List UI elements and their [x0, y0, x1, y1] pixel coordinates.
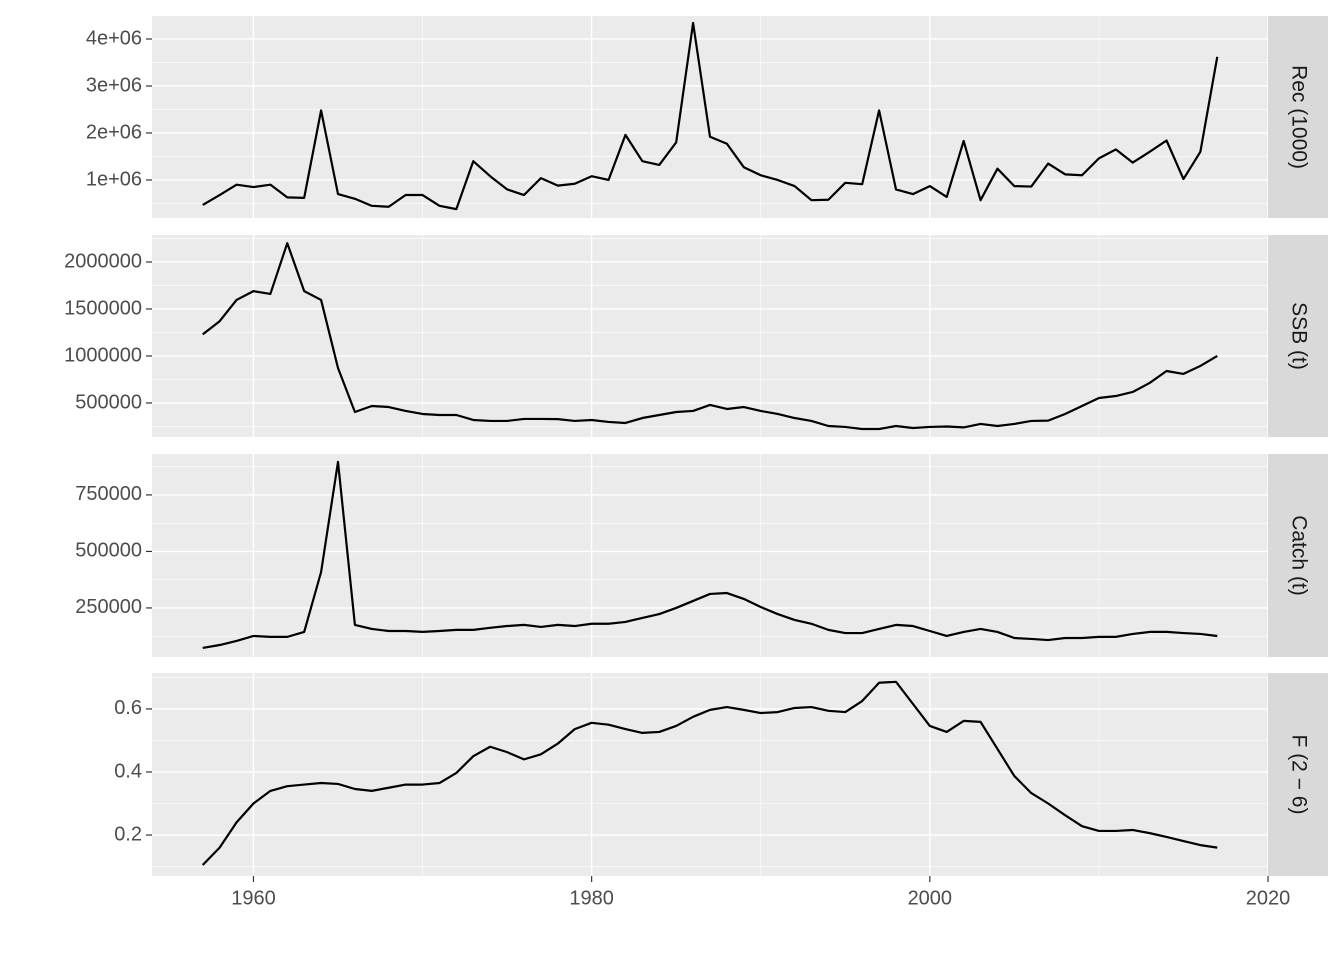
panel-background: [152, 16, 1268, 218]
data-line: [202, 242, 1218, 431]
data-line: [201, 680, 1218, 866]
strip-background: [1268, 16, 1328, 218]
strip-background: [1268, 235, 1328, 437]
y-tick-label: 0.6: [114, 697, 142, 719]
y-tick-label: 2000000: [64, 250, 142, 272]
y-tick-label: 1e+06: [86, 168, 142, 190]
data-line: [202, 460, 1218, 650]
strip-background: [1268, 673, 1328, 876]
y-tick-label: 1500000: [64, 297, 142, 319]
y-tick-label: 250000: [75, 596, 142, 618]
y-tick-label: 3e+06: [86, 74, 142, 96]
y-tick-label: 0.2: [114, 823, 142, 845]
x-tick-label: 2020: [1246, 887, 1291, 909]
y-tick-label: 500000: [75, 391, 142, 413]
x-tick-label: 1980: [569, 887, 614, 909]
panel-background: [152, 454, 1268, 657]
y-tick-label: 500000: [75, 540, 142, 562]
y-tick-label: 2e+06: [86, 121, 142, 143]
y-tick-label: 1000000: [64, 344, 142, 366]
y-tick-label: 750000: [75, 483, 142, 505]
x-tick-label: 2000: [908, 887, 953, 909]
strip-label: Rec (1000): [1287, 65, 1310, 169]
strip-background: [1268, 454, 1328, 657]
x-tick-label: 1960: [231, 887, 276, 909]
y-tick-label: 0.4: [114, 760, 142, 782]
data-line: [202, 21, 1219, 211]
panel-background: [152, 673, 1268, 876]
panel-background: [152, 235, 1268, 437]
y-tick-label: 4e+06: [86, 27, 142, 49]
strip-label: SSB (t): [1287, 302, 1310, 370]
strip-label: F (2 − 6): [1287, 735, 1310, 815]
strip-label: Catch (t): [1287, 515, 1310, 596]
